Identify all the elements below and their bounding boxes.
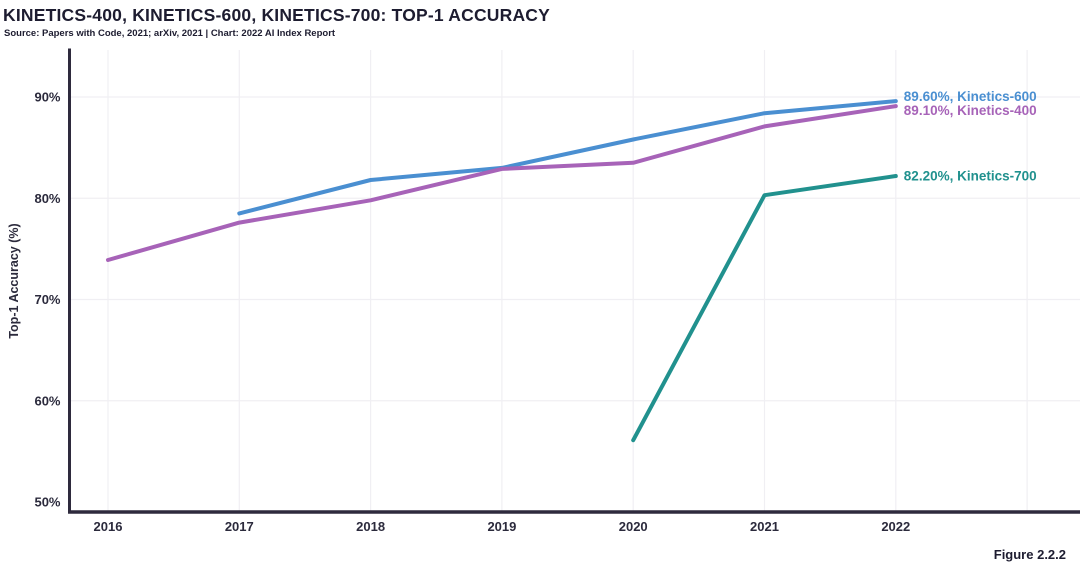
series-line-kinetics-400 <box>106 104 898 262</box>
series-end-label-kinetics-400: 89.10%, Kinetics-400 <box>904 103 1037 118</box>
series-line-kinetics-600 <box>237 99 898 216</box>
x-tick-label: 2021 <box>750 519 779 534</box>
x-tick-label: 2018 <box>356 519 385 534</box>
series-end-label-kinetics-600: 89.60%, Kinetics-600 <box>904 89 1037 104</box>
x-tick-label: 2017 <box>225 519 254 534</box>
x-tick-label: 2022 <box>881 519 910 534</box>
figure-caption: Figure 2.2.2 <box>993 547 1066 562</box>
series-end-label-kinetics-700: 82.20%, Kinetics-700 <box>904 168 1037 183</box>
chart-title: KINETICS-400, KINETICS-600, KINETICS-700… <box>3 5 551 25</box>
series-line-kinetics-700 <box>631 174 898 443</box>
y-tick-label: 60% <box>34 393 60 408</box>
y-tick-label: 70% <box>34 292 60 307</box>
x-tick-label: 2016 <box>94 519 123 534</box>
x-tick-label: 2020 <box>619 519 648 534</box>
y-tick-label: 90% <box>34 90 60 105</box>
y-tick-label: 50% <box>34 495 60 510</box>
y-tick-label: 80% <box>34 191 60 206</box>
x-tick-label: 2019 <box>487 519 516 534</box>
chart-source: Source: Papers with Code, 2021; arXiv, 2… <box>4 28 336 39</box>
